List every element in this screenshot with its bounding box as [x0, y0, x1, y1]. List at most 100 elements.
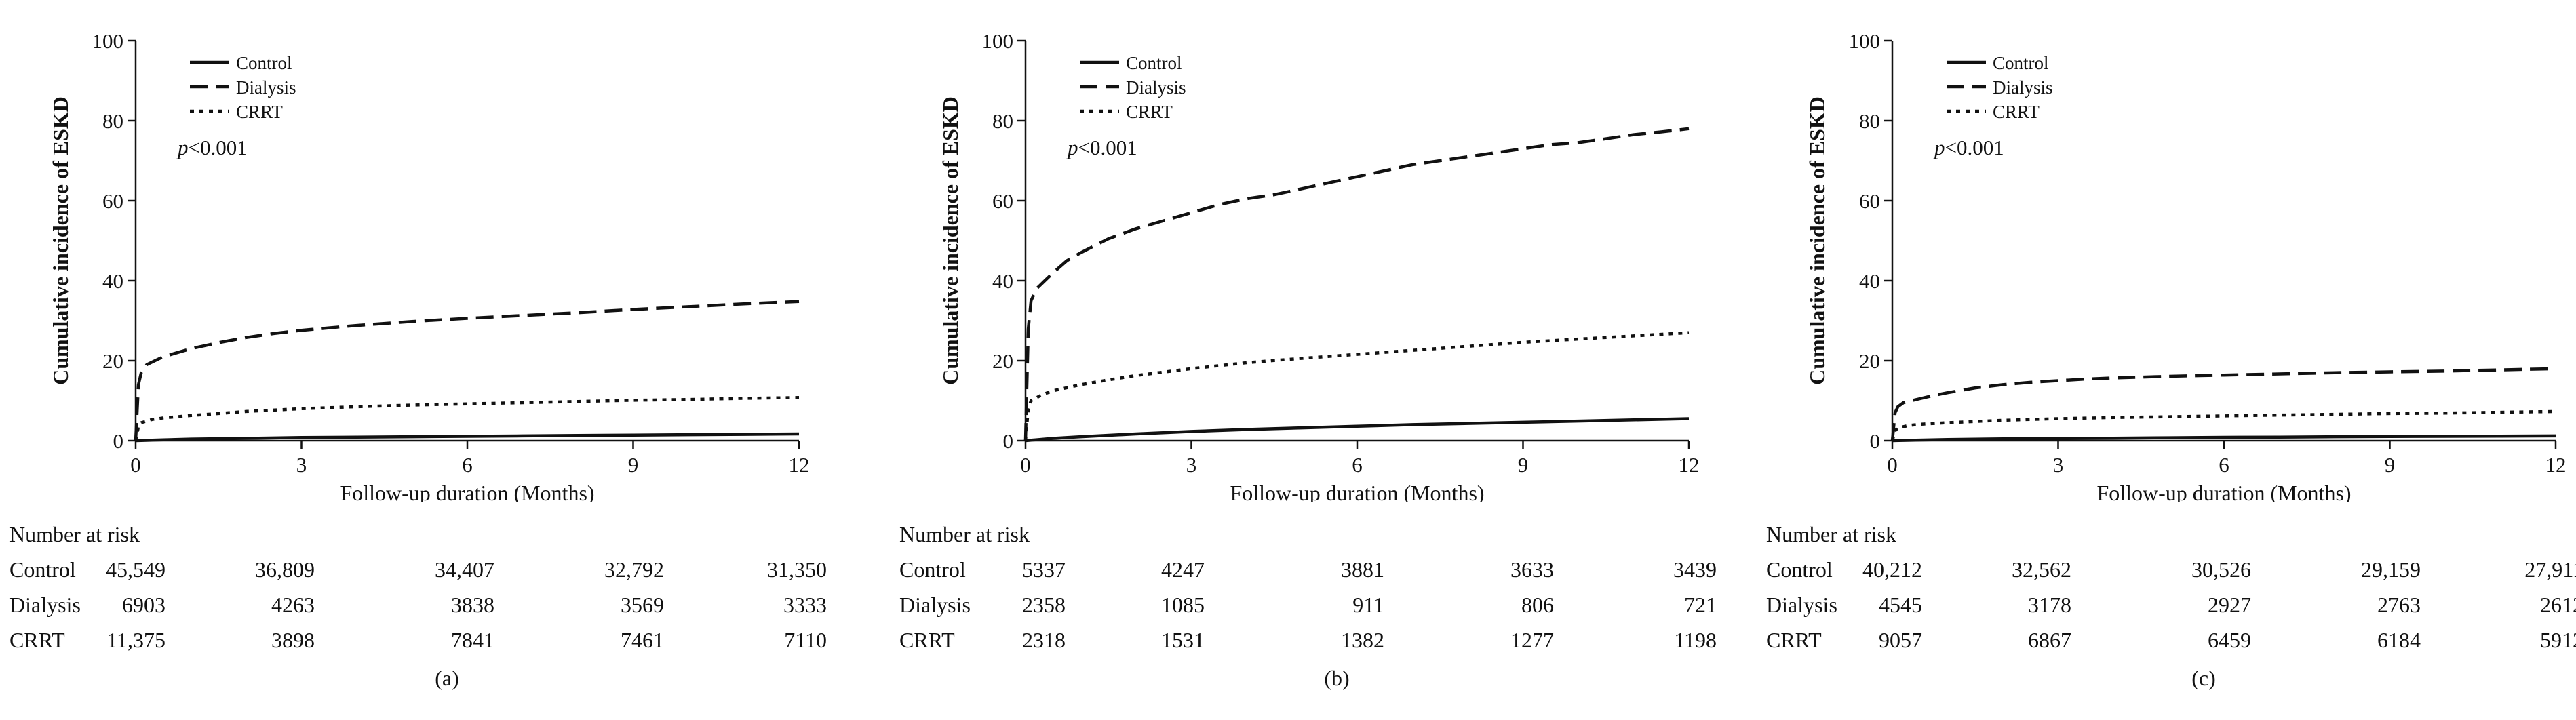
risk-cell: 2927 — [2208, 593, 2251, 617]
risk-table-title: Number at risk — [899, 522, 1030, 546]
p-value-annotation: p<0.001 — [1933, 136, 2004, 159]
legend-label-dialysis: Dialysis — [1126, 77, 1186, 98]
risk-cell: 30,526 — [2191, 557, 2251, 582]
risk-cell: 2763 — [2377, 593, 2421, 617]
series-line-crrt — [1023, 331, 1690, 441]
x-tick-label: 3 — [1186, 453, 1197, 477]
chart-panel-b: 0 20 40 60 80 100 0 3 6 9 12 Follow-up duration (Mo… — [890, 0, 1731, 720]
risk-row-label: Dialysis — [1766, 593, 1837, 617]
risk-cell: 3569 — [621, 593, 664, 617]
y-tick-label: 60 — [992, 189, 1013, 213]
risk-row-crrt: CRRT 11,375 3898 7841 7461 7110 — [9, 622, 841, 658]
risk-row-label: Control — [9, 557, 76, 582]
x-tick-label: 0 — [1020, 453, 1031, 477]
risk-cell: 2358 — [1022, 593, 1066, 617]
series-line-dialysis — [134, 300, 800, 441]
risk-cell: 2612 — [2540, 593, 2576, 617]
risk-cell: 1382 — [1341, 628, 1384, 652]
risk-table-title: Number at risk — [1766, 522, 1896, 546]
chart-panel-c: 0 20 40 60 80 100 0 3 6 9 12 Follow-up duration (Mo… — [1757, 0, 2576, 720]
risk-cell: 7841 — [451, 628, 494, 652]
risk-row-label: Dialysis — [899, 593, 971, 617]
y-tick-label: 40 — [1859, 269, 1880, 293]
risk-row-label: Control — [899, 557, 966, 582]
panel-caption: (a) — [435, 666, 459, 690]
km-chart-svg: 0 20 40 60 80 100 0 3 6 9 12 Follow-up duration (Mo… — [1805, 29, 2567, 502]
y-tick-label: 20 — [1859, 349, 1880, 373]
x-tick-label: 12 — [789, 453, 810, 477]
y-tick-label: 60 — [1859, 189, 1880, 213]
risk-row-dialysis: Dialysis 6903 4263 3838 3569 3333 — [9, 587, 841, 622]
x-tick-label: 9 — [1518, 453, 1529, 477]
legend-label-crrt: CRRT — [236, 102, 283, 122]
x-tick-label: 3 — [2053, 453, 2064, 477]
risk-cell: 3838 — [451, 593, 494, 617]
p-value-annotation: p<0.001 — [1066, 136, 1137, 159]
x-tick-label: 9 — [2385, 453, 2396, 477]
risk-table: Number at risk Control 40,212 32,562 30,526 2… — [1766, 517, 2576, 658]
panel-caption: (c) — [2191, 666, 2216, 690]
y-tick-label: 0 — [1870, 429, 1881, 453]
risk-row-dialysis: Dialysis 2358 1085 911 806 721 — [899, 587, 1731, 622]
x-axis-label: Follow-up duration (Months) — [1230, 481, 1484, 502]
risk-row-control: Control 40,212 32,562 30,526 29,159 27,911 — [1766, 552, 2576, 587]
risk-cell: 45,549 — [106, 557, 165, 582]
y-tick-label: 80 — [102, 109, 123, 133]
y-tick-label: 100 — [1849, 29, 1881, 53]
risk-row-crrt: CRRT 9057 6867 6459 6184 5912 — [1766, 622, 2576, 658]
risk-table: Number at risk Control 45,549 36,809 34,407 3… — [9, 517, 841, 658]
risk-row-label: Dialysis — [9, 593, 81, 617]
risk-cell: 32,562 — [2012, 557, 2071, 582]
risk-cell: 5912 — [2540, 628, 2576, 652]
legend-label-crrt: CRRT — [1126, 102, 1173, 122]
risk-row-control: Control 45,549 36,809 34,407 32,792 31,350 — [9, 552, 841, 587]
risk-cell: 6903 — [122, 593, 165, 617]
series-line-control — [1892, 434, 2556, 443]
p-value-annotation: p<0.001 — [176, 136, 248, 159]
series-line-dialysis — [1023, 127, 1690, 441]
risk-cell: 3333 — [783, 593, 827, 617]
risk-cell: 32,792 — [604, 557, 664, 582]
y-tick-label: 80 — [1859, 109, 1880, 133]
x-tick-label: 12 — [2545, 453, 2567, 477]
risk-row-control: Control 5337 4247 3881 3633 3439 — [899, 552, 1731, 587]
risk-cell: 11,375 — [106, 628, 165, 652]
risk-cell: 34,407 — [435, 557, 494, 582]
risk-cell: 3178 — [2028, 593, 2071, 617]
risk-row-label: CRRT — [899, 628, 955, 652]
risk-cell: 6459 — [2208, 628, 2251, 652]
y-tick-label: 0 — [1003, 429, 1014, 453]
risk-cell: 4247 — [1161, 557, 1205, 582]
y-tick-label: 40 — [992, 269, 1013, 293]
series-line-crrt — [134, 396, 800, 441]
risk-cell: 4545 — [1879, 593, 1922, 617]
risk-cell: 4263 — [271, 593, 315, 617]
y-tick-label: 40 — [102, 269, 123, 293]
x-tick-label: 12 — [1679, 453, 1700, 477]
risk-table-title: Number at risk — [9, 522, 140, 546]
series-line-dialysis — [1890, 367, 2556, 441]
km-chart-svg: 0 20 40 60 80 100 0 3 6 9 12 Follow-up duration (Mo… — [48, 29, 810, 502]
risk-cell: 9057 — [1879, 628, 1922, 652]
y-axis-label: Cumulative incidence of ESKD — [48, 96, 73, 385]
x-tick-label: 9 — [628, 453, 639, 477]
risk-cell: 7461 — [621, 628, 664, 652]
x-tick-label: 3 — [296, 453, 307, 477]
risk-cell: 3633 — [1510, 557, 1554, 582]
legend-label-dialysis: Dialysis — [1993, 77, 2053, 98]
y-tick-label: 20 — [992, 349, 1013, 373]
y-axis-label: Cumulative incidence of ESKD — [938, 96, 962, 385]
risk-cell: 27,911 — [2524, 557, 2576, 582]
x-tick-label: 6 — [462, 453, 473, 477]
risk-cell: 806 — [1521, 593, 1554, 617]
risk-cell: 29,159 — [2361, 557, 2421, 582]
x-axis-label: Follow-up duration (Months) — [2096, 481, 2351, 502]
risk-cell: 3881 — [1341, 557, 1384, 582]
risk-cell: 6867 — [2028, 628, 2071, 652]
series-line-control — [135, 432, 800, 443]
risk-cell: 7110 — [784, 628, 827, 652]
legend-label-crrt: CRRT — [1993, 102, 2040, 122]
chart-panel-a: 0 20 40 60 80 100 0 3 6 9 12 Follow-up duration (Mo… — [0, 0, 841, 720]
risk-row-crrt: CRRT 2318 1531 1382 1277 1198 — [899, 622, 1731, 658]
risk-table: Number at risk Control 5337 4247 3881 3633 343… — [899, 517, 1731, 658]
